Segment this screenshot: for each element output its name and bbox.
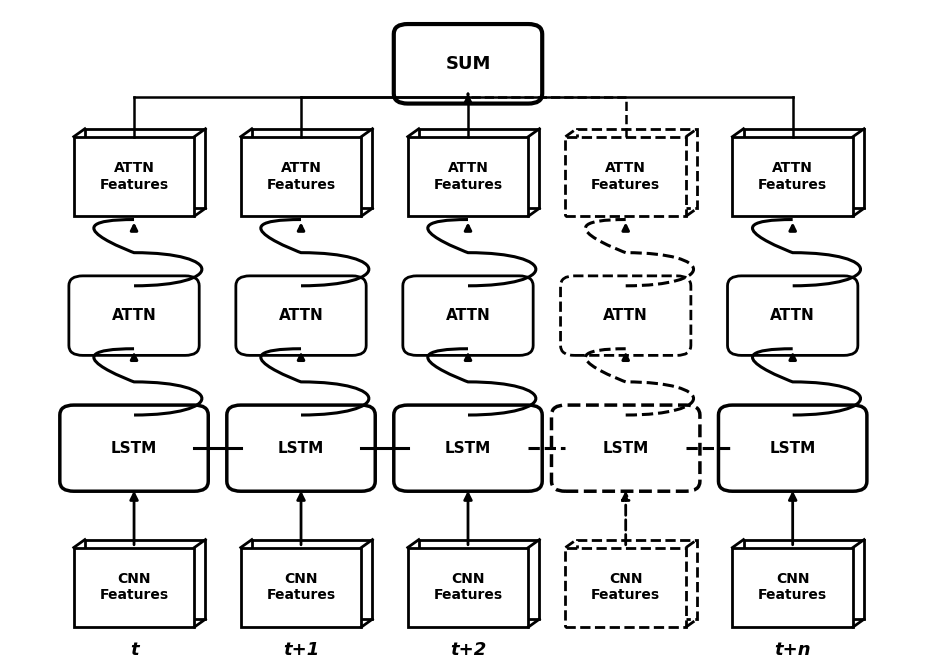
Bar: [732, 548, 853, 627]
FancyBboxPatch shape: [69, 276, 199, 356]
FancyBboxPatch shape: [727, 276, 858, 356]
Bar: [565, 548, 686, 627]
Bar: [743, 129, 864, 208]
Text: LSTM: LSTM: [603, 441, 649, 456]
Text: t+2: t+2: [450, 641, 486, 660]
Bar: [85, 129, 206, 208]
FancyBboxPatch shape: [60, 405, 208, 491]
FancyBboxPatch shape: [402, 276, 534, 356]
Text: ATTN
Features: ATTN Features: [99, 161, 168, 191]
Text: CNN
Features: CNN Features: [433, 572, 503, 603]
FancyBboxPatch shape: [551, 405, 700, 491]
Bar: [74, 137, 195, 216]
Text: ATTN
Features: ATTN Features: [267, 161, 336, 191]
Bar: [241, 548, 361, 627]
Bar: [241, 137, 361, 216]
Text: ATTN: ATTN: [604, 308, 648, 323]
Bar: [577, 129, 697, 208]
Text: t+n: t+n: [774, 641, 811, 660]
Text: ATTN: ATTN: [446, 308, 490, 323]
FancyBboxPatch shape: [394, 405, 542, 491]
Text: ATTN
Features: ATTN Features: [433, 161, 503, 191]
Bar: [577, 539, 697, 619]
Bar: [74, 548, 195, 627]
FancyBboxPatch shape: [236, 276, 366, 356]
Text: t: t: [130, 641, 139, 660]
Text: ATTN: ATTN: [279, 308, 324, 323]
Bar: [732, 137, 853, 216]
Text: LSTM: LSTM: [445, 441, 491, 456]
Bar: [565, 137, 686, 216]
Bar: [252, 129, 373, 208]
FancyBboxPatch shape: [719, 405, 867, 491]
Text: SUM: SUM: [446, 55, 490, 73]
Text: ATTN
Features: ATTN Features: [758, 161, 827, 191]
Text: LSTM: LSTM: [110, 441, 157, 456]
Text: ATTN
Features: ATTN Features: [592, 161, 660, 191]
Bar: [252, 539, 373, 619]
Text: CNN
Features: CNN Features: [267, 572, 336, 603]
Text: LSTM: LSTM: [769, 441, 816, 456]
FancyBboxPatch shape: [561, 276, 691, 356]
Bar: [408, 137, 528, 216]
Bar: [418, 539, 539, 619]
FancyBboxPatch shape: [227, 405, 375, 491]
Text: CNN
Features: CNN Features: [99, 572, 168, 603]
Bar: [743, 539, 864, 619]
Text: ATTN: ATTN: [111, 308, 156, 323]
Text: ATTN: ATTN: [770, 308, 815, 323]
Bar: [418, 129, 539, 208]
FancyBboxPatch shape: [394, 24, 542, 103]
Text: CNN
Features: CNN Features: [758, 572, 827, 603]
Text: t+1: t+1: [283, 641, 319, 660]
Text: CNN
Features: CNN Features: [592, 572, 660, 603]
Text: LSTM: LSTM: [278, 441, 324, 456]
Bar: [85, 539, 206, 619]
Bar: [408, 548, 528, 627]
